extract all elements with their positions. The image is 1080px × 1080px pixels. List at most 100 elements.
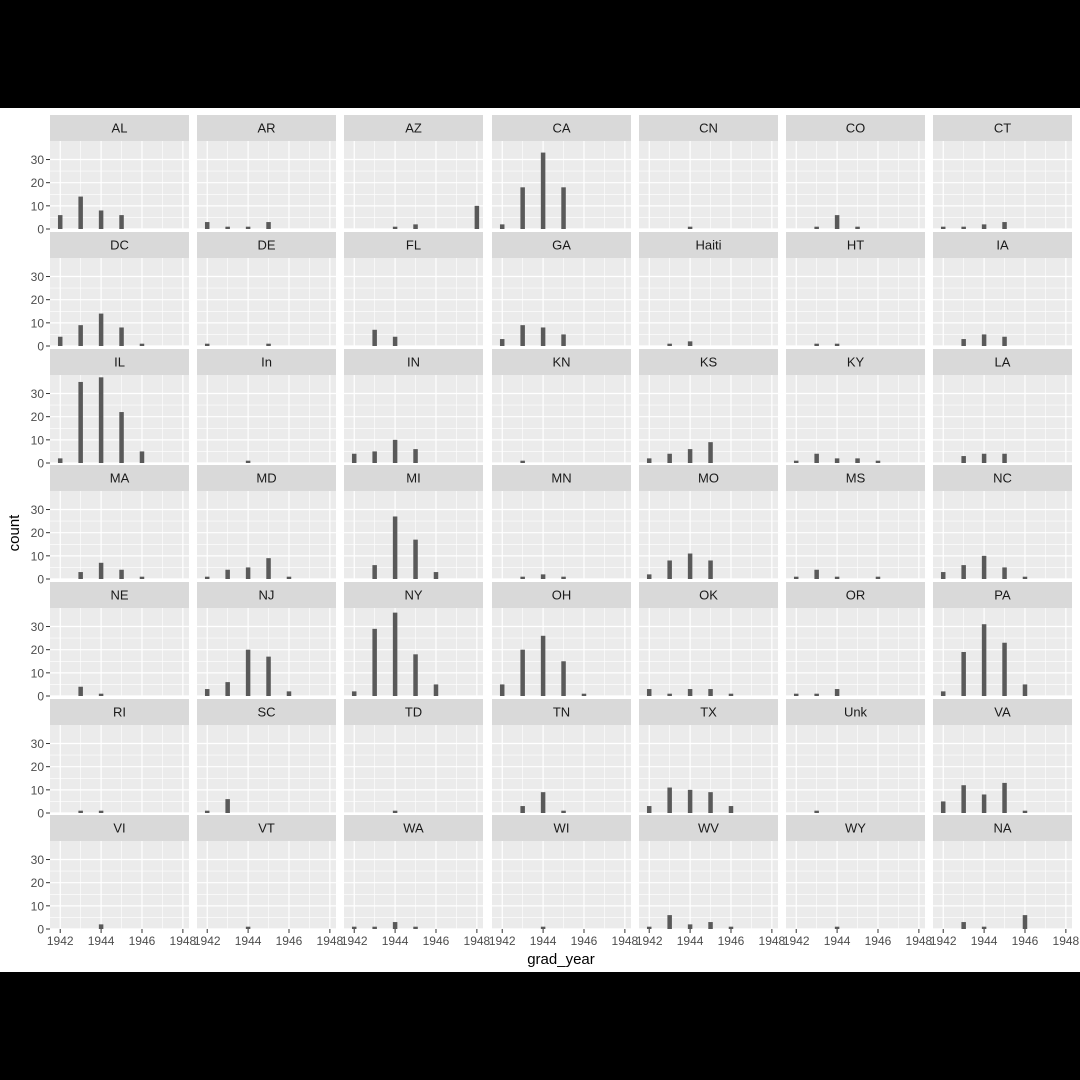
y-tick-label: 10 xyxy=(31,783,45,797)
bar-dc-1946 xyxy=(139,343,145,346)
facet-mo: MO xyxy=(639,465,778,580)
facet-strip xyxy=(492,115,631,141)
bar-sc-1943 xyxy=(225,799,230,813)
facet-strip-label: DE xyxy=(257,238,275,253)
bar-il-1945 xyxy=(119,412,124,463)
facet-panel-bg xyxy=(50,141,189,229)
facet-strip xyxy=(492,582,631,608)
facet-ri: RI xyxy=(50,699,189,814)
facet-strip xyxy=(197,349,336,375)
x-tick-label: 1946 xyxy=(423,934,450,948)
x-tick-label: 1946 xyxy=(276,934,303,948)
bar-ok-1946 xyxy=(728,693,734,696)
facet-nj: NJ xyxy=(197,582,336,697)
facet-la: LA xyxy=(933,349,1072,464)
bar-nj-1943 xyxy=(225,682,230,696)
y-tick-label: 30 xyxy=(31,737,45,751)
facet-panel-bg xyxy=(50,608,189,696)
facet-strip-label: VI xyxy=(113,821,125,836)
bar-de-1945 xyxy=(266,343,271,346)
facet-ny: NY xyxy=(344,582,483,697)
facet-ne: NE xyxy=(50,582,189,697)
bar-ky-1945 xyxy=(855,458,860,463)
facet-de: DE xyxy=(197,232,336,347)
facet-panels: AL AR AZ CA CN CO CT DC DE FL GA Haiti HT IA IL In IN KN K… xyxy=(50,115,1072,930)
facet-ga: GA xyxy=(492,232,631,347)
bar-il-1942 xyxy=(57,458,63,463)
facet-strip xyxy=(639,115,778,141)
y-tick-label: 30 xyxy=(31,270,45,284)
facet-strip-label: NY xyxy=(404,588,422,603)
facet-strip-label: VT xyxy=(258,821,275,836)
facet-sc: SC xyxy=(197,699,336,814)
y-tick-label: 20 xyxy=(31,643,45,657)
facet-panel-bg xyxy=(344,725,483,813)
bar-in-1944 xyxy=(392,439,398,463)
y-tick-label: 0 xyxy=(37,573,44,587)
x-tick-label: 1942 xyxy=(194,934,221,948)
bar-az-1944 xyxy=(392,226,398,229)
facet-wy: WY xyxy=(786,815,925,930)
facet-strip-label: VA xyxy=(994,705,1011,720)
bar-md-1944 xyxy=(245,567,251,579)
x-tick-label: 1944 xyxy=(235,934,262,948)
facet-md: MD xyxy=(197,465,336,580)
bar-ny-1946 xyxy=(433,684,439,696)
bar-il-1946 xyxy=(139,451,145,463)
bar-cn-1944 xyxy=(687,226,693,229)
facet-strip xyxy=(197,115,336,141)
x-tick-label: 1944 xyxy=(88,934,115,948)
facet-panel-bg xyxy=(933,491,1072,579)
bar-ky-1942 xyxy=(793,460,799,463)
facet-strip xyxy=(786,115,925,141)
facet-strip-label: CO xyxy=(846,121,866,136)
facet-strip-label: NE xyxy=(110,588,128,603)
y-tick-label: 30 xyxy=(31,387,45,401)
facet-panel-bg xyxy=(639,258,778,346)
bar-ny-1943 xyxy=(372,628,377,696)
bar-dc-1944 xyxy=(98,313,104,346)
facet-strip-label: KS xyxy=(700,355,718,370)
bar-ca-1945 xyxy=(561,187,566,229)
bar-ok-1943 xyxy=(667,693,672,696)
facet-strip-label: CA xyxy=(552,121,570,136)
x-tick-label: 1942 xyxy=(783,934,810,948)
facet-strip xyxy=(344,232,483,258)
bar-mo-1942 xyxy=(646,574,652,579)
facet-strip-label: AL xyxy=(112,121,128,136)
facet-strip-label: CT xyxy=(994,121,1011,136)
facet-panel-bg xyxy=(50,841,189,929)
bar-wa-1945 xyxy=(413,926,418,929)
facet-ca: CA xyxy=(492,115,631,230)
bar-ky-1943 xyxy=(814,453,819,463)
facet-strip xyxy=(197,582,336,608)
x-tick-label: 1942 xyxy=(489,934,516,948)
y-tick-label: 10 xyxy=(31,433,45,447)
facet-panel-bg xyxy=(492,725,631,813)
facet-strip xyxy=(786,699,925,725)
bar-fl-1944 xyxy=(392,336,398,346)
bar-va-1943 xyxy=(961,785,966,813)
facet-haiti: Haiti xyxy=(639,232,778,347)
facet-strip xyxy=(197,465,336,491)
x-tick-label: 1944 xyxy=(530,934,557,948)
bar-ny-1942 xyxy=(351,691,357,696)
bar-na-1946 xyxy=(1022,915,1028,929)
bar-va-1944 xyxy=(981,794,987,813)
facet-tn: TN xyxy=(492,699,631,814)
bar-ri-1944 xyxy=(98,810,104,813)
bar-ar-1942 xyxy=(204,222,210,229)
bar-wi-1944 xyxy=(540,926,546,929)
bar-ar-1944 xyxy=(245,226,251,229)
facet-ma: MA xyxy=(50,465,189,580)
facet-strip xyxy=(786,815,925,841)
y-tick-label: 20 xyxy=(31,410,45,424)
bar-ms-1946 xyxy=(875,576,881,579)
x-tick-label: 1946 xyxy=(718,934,745,948)
facet-co: CO xyxy=(786,115,925,230)
facet-strip xyxy=(933,699,1072,725)
facet-strip-label: OK xyxy=(699,588,718,603)
facet-strip xyxy=(492,232,631,258)
facet-strip-label: NA xyxy=(993,821,1011,836)
bar-ok-1945 xyxy=(708,689,713,696)
